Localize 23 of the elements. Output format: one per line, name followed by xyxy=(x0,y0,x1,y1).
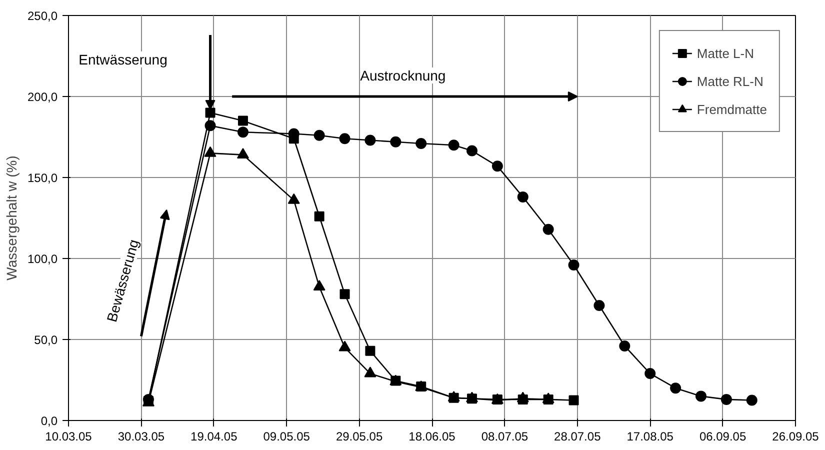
x-tick-label: 30.03.05 xyxy=(118,430,165,444)
x-tick-label: 08.07.05 xyxy=(481,430,528,444)
x-tick-label: 06.09.05 xyxy=(699,430,746,444)
y-tick-label: 150,0 xyxy=(27,171,58,185)
y-axis-title: Wassergehalt w (%) xyxy=(3,156,20,280)
y-tick-label: 0,0 xyxy=(40,414,58,428)
x-tick-label: 28.07.05 xyxy=(554,430,602,444)
y-tick-label: 100,0 xyxy=(27,252,58,266)
annotation: Austrocknung xyxy=(360,68,446,84)
x-tick-label: 19.04.05 xyxy=(190,430,238,444)
x-tick-label: 17.08.05 xyxy=(626,430,674,444)
x-tick-label: 29.05.05 xyxy=(336,430,383,444)
y-tick-label: 200,0 xyxy=(27,90,58,104)
x-tick-label: 09.05.05 xyxy=(263,430,310,444)
x-tick-label: 10.03.05 xyxy=(45,430,92,444)
y-tick-label: 250,0 xyxy=(27,9,58,23)
y-tick-label: 50,0 xyxy=(34,333,58,347)
legend-label: Matte RL-N xyxy=(696,74,764,88)
x-tick-label: 18.06.05 xyxy=(408,430,456,444)
legend-label: Matte L-N xyxy=(696,46,754,60)
annotation: Entwässerung xyxy=(78,51,168,68)
legend-label: Fremdmatte xyxy=(696,102,767,116)
x-tick-label: 26.09.05 xyxy=(772,430,820,444)
